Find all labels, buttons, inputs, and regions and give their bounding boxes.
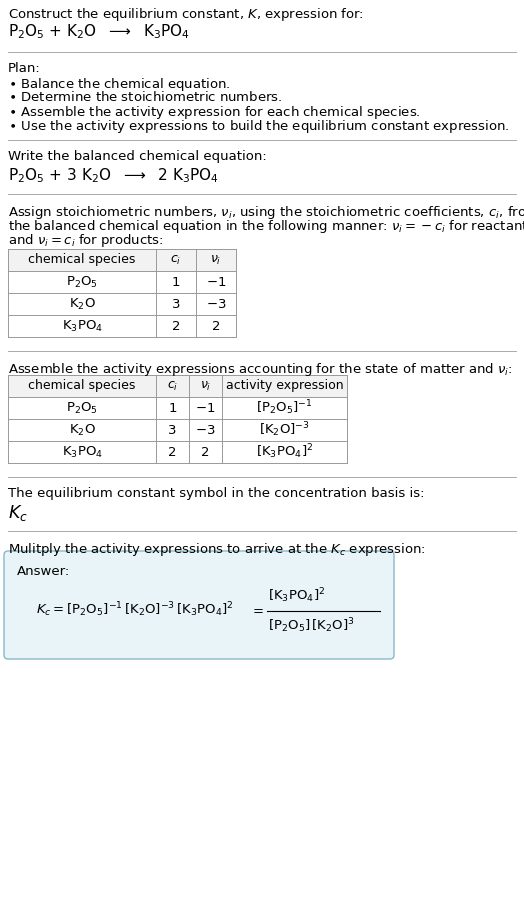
Bar <box>8 397 347 419</box>
Text: Assign stoichiometric numbers, $\nu_i$, using the stoichiometric coefficients, $: Assign stoichiometric numbers, $\nu_i$, … <box>8 204 524 221</box>
Text: chemical species: chemical species <box>28 254 136 266</box>
Bar <box>8 271 236 293</box>
Text: Mulitply the activity expressions to arrive at the $K_c$ expression:: Mulitply the activity expressions to arr… <box>8 541 426 558</box>
Text: $\mathrm{K_3PO_4}$: $\mathrm{K_3PO_4}$ <box>61 444 103 459</box>
Bar <box>8 375 347 397</box>
Text: $\bullet$ Determine the stoichiometric numbers.: $\bullet$ Determine the stoichiometric n… <box>8 90 282 104</box>
Bar <box>8 293 236 315</box>
Bar <box>8 441 347 463</box>
Text: $\nu_i$: $\nu_i$ <box>200 379 211 393</box>
Text: $\bullet$ Balance the chemical equation.: $\bullet$ Balance the chemical equation. <box>8 76 231 93</box>
Text: $\bullet$ Assemble the activity expression for each chemical species.: $\bullet$ Assemble the activity expressi… <box>8 104 421 121</box>
Bar <box>8 315 236 337</box>
Text: $c_i$: $c_i$ <box>167 379 178 393</box>
Text: 1: 1 <box>168 402 177 414</box>
Text: 2: 2 <box>201 446 210 458</box>
Text: 2: 2 <box>212 319 220 333</box>
Text: 1: 1 <box>172 275 180 289</box>
Text: Assemble the activity expressions accounting for the state of matter and $\nu_i$: Assemble the activity expressions accoun… <box>8 361 512 378</box>
Text: $-1$: $-1$ <box>195 402 216 414</box>
Text: $[\mathrm{K_2O}]^{-3}$: $[\mathrm{K_2O}]^{-3}$ <box>259 421 310 440</box>
Text: and $\nu_i = c_i$ for products:: and $\nu_i = c_i$ for products: <box>8 232 163 249</box>
Text: $\mathrm{K_2O}$: $\mathrm{K_2O}$ <box>69 297 95 312</box>
Text: Plan:: Plan: <box>8 62 41 75</box>
Text: $-3$: $-3$ <box>206 298 226 310</box>
Text: $\nu_i$: $\nu_i$ <box>210 254 222 266</box>
Text: $\mathrm{K_2O}$: $\mathrm{K_2O}$ <box>69 423 95 438</box>
Bar <box>8 249 236 271</box>
Text: chemical species: chemical species <box>28 379 136 393</box>
Text: $K_c$: $K_c$ <box>8 503 28 523</box>
Text: $\mathrm{P_2O_5}$ + 3 $\mathrm{K_2O}$  $\longrightarrow$  2 $\mathrm{K_3PO_4}$: $\mathrm{P_2O_5}$ + 3 $\mathrm{K_2O}$ $\… <box>8 166 219 184</box>
Text: The equilibrium constant symbol in the concentration basis is:: The equilibrium constant symbol in the c… <box>8 487 424 500</box>
Text: $\mathrm{P_2O_5}$ + $\mathrm{K_2O}$  $\longrightarrow$  $\mathrm{K_3PO_4}$: $\mathrm{P_2O_5}$ + $\mathrm{K_2O}$ $\lo… <box>8 22 190 40</box>
Text: $\mathrm{P_2O_5}$: $\mathrm{P_2O_5}$ <box>66 400 98 415</box>
Text: Answer:: Answer: <box>17 565 70 578</box>
Bar <box>8 419 347 441</box>
Text: $[\mathrm{P_2O_5}]\,[\mathrm{K_2O}]^3$: $[\mathrm{P_2O_5}]\,[\mathrm{K_2O}]^3$ <box>268 617 355 636</box>
Text: $K_c = [\mathrm{P_2O_5}]^{-1}\,[\mathrm{K_2O}]^{-3}\,[\mathrm{K_3PO_4}]^2$: $K_c = [\mathrm{P_2O_5}]^{-1}\,[\mathrm{… <box>36 601 234 619</box>
Text: activity expression: activity expression <box>226 379 343 393</box>
Text: $\bullet$ Use the activity expressions to build the equilibrium constant express: $\bullet$ Use the activity expressions t… <box>8 118 509 135</box>
Text: $-1$: $-1$ <box>206 275 226 289</box>
Text: $c_i$: $c_i$ <box>170 254 182 266</box>
Text: 3: 3 <box>168 423 177 437</box>
FancyBboxPatch shape <box>4 551 394 659</box>
Text: $-3$: $-3$ <box>195 423 216 437</box>
Text: Write the balanced chemical equation:: Write the balanced chemical equation: <box>8 150 267 163</box>
Text: $\mathrm{P_2O_5}$: $\mathrm{P_2O_5}$ <box>66 274 98 289</box>
Text: Construct the equilibrium constant, $K$, expression for:: Construct the equilibrium constant, $K$,… <box>8 6 364 23</box>
Text: 2: 2 <box>172 319 180 333</box>
Text: $=$: $=$ <box>250 603 264 617</box>
Text: 3: 3 <box>172 298 180 310</box>
Text: the balanced chemical equation in the following manner: $\nu_i = -c_i$ for react: the balanced chemical equation in the fo… <box>8 218 524 235</box>
Text: $[\mathrm{P_2O_5}]^{-1}$: $[\mathrm{P_2O_5}]^{-1}$ <box>256 398 313 417</box>
Text: $\mathrm{K_3PO_4}$: $\mathrm{K_3PO_4}$ <box>61 318 103 334</box>
Text: $[\mathrm{K_3PO_4}]^{2}$: $[\mathrm{K_3PO_4}]^{2}$ <box>256 442 313 461</box>
Text: 2: 2 <box>168 446 177 458</box>
Text: $[\mathrm{K_3PO_4}]^2$: $[\mathrm{K_3PO_4}]^2$ <box>268 587 325 605</box>
